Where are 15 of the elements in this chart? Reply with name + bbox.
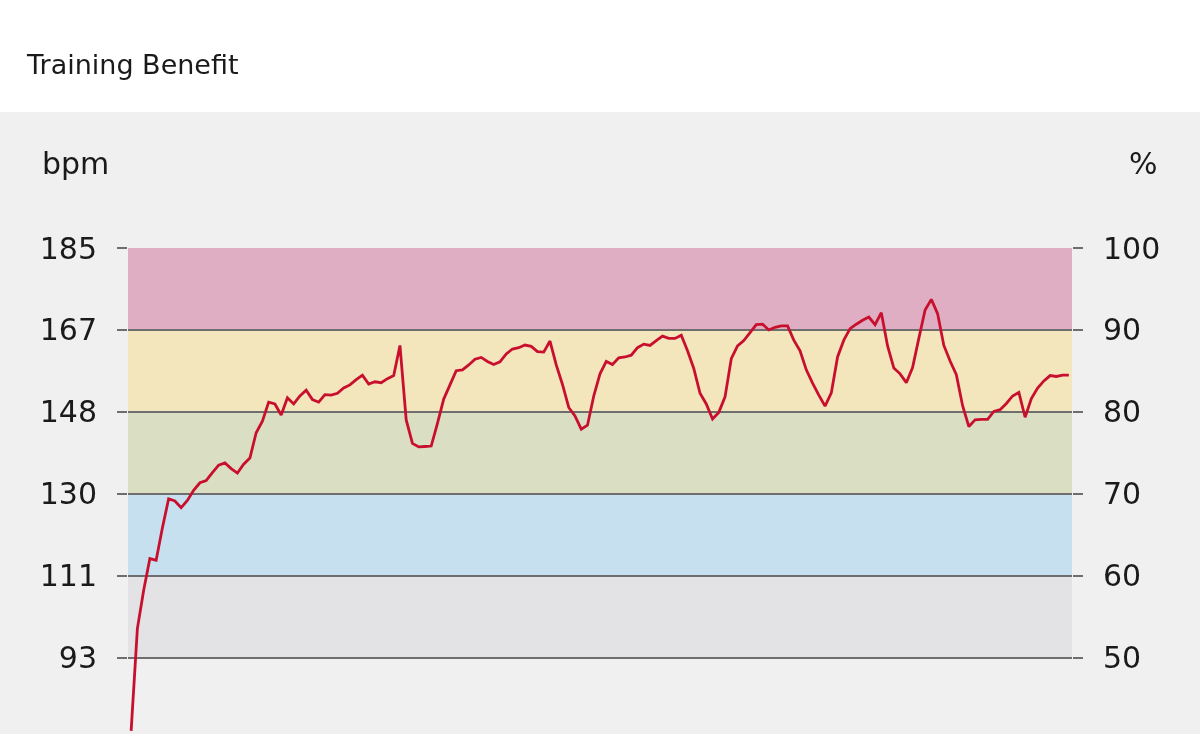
- chart-title: Training Benefit: [26, 49, 239, 81]
- y-tick-label: 130: [39, 476, 97, 512]
- y2-tick-label: 80: [1103, 394, 1142, 430]
- y2-tick-label: 60: [1103, 558, 1142, 594]
- y2-tick-label: 70: [1103, 476, 1142, 512]
- y2-tick-label: 100: [1103, 230, 1161, 266]
- y2-tick-label: 90: [1103, 312, 1142, 348]
- y-tick-label: 167: [39, 312, 97, 348]
- y-tick-label: 111: [39, 558, 97, 594]
- y2-tick-label: 50: [1103, 640, 1142, 676]
- y-tick-label: 185: [39, 230, 97, 266]
- y-axis-title: bpm: [42, 146, 110, 181]
- y2-axis-title: %: [1129, 146, 1158, 181]
- y-tick-label: 93: [58, 640, 97, 676]
- y-tick-label: 148: [39, 394, 97, 430]
